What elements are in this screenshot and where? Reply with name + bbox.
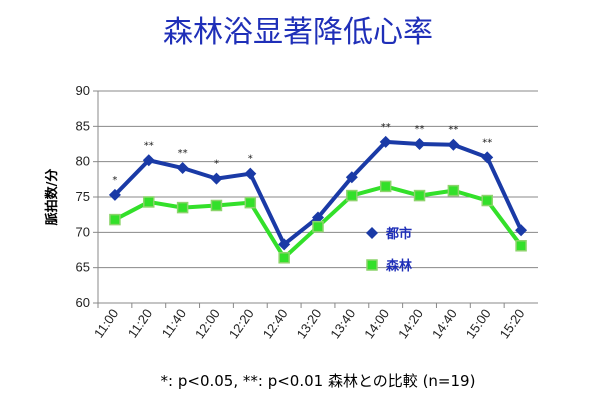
significance-label: ** — [144, 140, 154, 151]
x-tick-label: 11:40 — [159, 306, 189, 340]
significance-label: ** — [482, 137, 492, 148]
data-point — [515, 240, 527, 252]
legend-marker — [366, 259, 378, 271]
data-point — [210, 172, 223, 185]
legend-marker — [366, 227, 378, 239]
grid-lines — [93, 90, 538, 308]
y-tick-label: 80 — [76, 154, 90, 169]
x-tick-label: 11:20 — [125, 306, 155, 340]
data-point — [142, 154, 155, 167]
y-axis-label: 脈拍数/分 — [44, 169, 60, 226]
y-tick-label: 75 — [76, 189, 90, 204]
significance-label: ** — [415, 124, 425, 135]
data-point — [278, 252, 290, 264]
x-axis-ticks: 11:00 11:20 11:40 12:00 12:20 12:40 13:20 13:40… — [91, 306, 528, 341]
data-point — [143, 196, 155, 208]
data-point — [447, 138, 460, 151]
x-tick-label: 11:00 — [91, 306, 121, 340]
data-point — [481, 151, 494, 164]
data-point — [109, 213, 121, 226]
data-point — [413, 138, 426, 150]
data-point — [481, 194, 493, 207]
y-axis-ticks: 60 65 70 75 80 85 90 — [76, 83, 90, 310]
data-point — [345, 171, 358, 184]
data-point — [413, 189, 426, 202]
footnote: *: p<0.05, **: p<0.01 森林との比較 (n=19) — [161, 372, 476, 390]
x-tick-label: 12:40 — [260, 306, 291, 341]
x-tick-label: 15:00 — [463, 306, 494, 341]
series-group — [108, 135, 528, 264]
x-tick-label: 14:40 — [429, 306, 460, 341]
data-point — [312, 220, 324, 233]
data-point — [278, 238, 291, 251]
data-point — [210, 199, 223, 212]
data-point — [379, 180, 392, 193]
y-tick-label: 60 — [76, 295, 90, 310]
legend-label: 森林 — [386, 258, 412, 274]
x-tick-label: 12:00 — [192, 306, 223, 341]
data-point — [312, 211, 324, 224]
y-tick-label: 65 — [76, 260, 90, 275]
significance-label: * — [248, 154, 253, 165]
y-tick-label: 90 — [76, 83, 90, 98]
data-point — [244, 196, 257, 209]
significance-label: ** — [178, 148, 188, 159]
y-tick-label: 85 — [76, 118, 90, 133]
significance-marks: ****** *** ** **** — [112, 122, 492, 186]
x-tick-label: 14:00 — [361, 306, 392, 341]
data-point — [379, 135, 392, 148]
data-point — [176, 201, 189, 214]
data-point — [176, 162, 189, 175]
x-tick-label: 12:20 — [226, 306, 257, 341]
legend-label: 都市 — [385, 226, 412, 242]
x-tick-label: 14:20 — [395, 306, 426, 341]
data-point — [515, 224, 528, 237]
data-point — [108, 188, 121, 201]
y-tick-label: 70 — [76, 224, 90, 239]
data-point — [346, 189, 358, 202]
data-point — [244, 167, 257, 180]
chart-title: 森林浴显著降低心率 — [163, 15, 433, 50]
data-point — [447, 184, 460, 197]
significance-label: * — [214, 159, 219, 170]
x-tick-label: 13:40 — [327, 306, 358, 341]
x-tick-label: 15:20 — [497, 306, 528, 341]
significance-label: * — [112, 175, 117, 186]
significance-label: ** — [381, 122, 391, 133]
significance-label: ** — [448, 125, 458, 136]
x-tick-label: 13:20 — [294, 306, 325, 341]
